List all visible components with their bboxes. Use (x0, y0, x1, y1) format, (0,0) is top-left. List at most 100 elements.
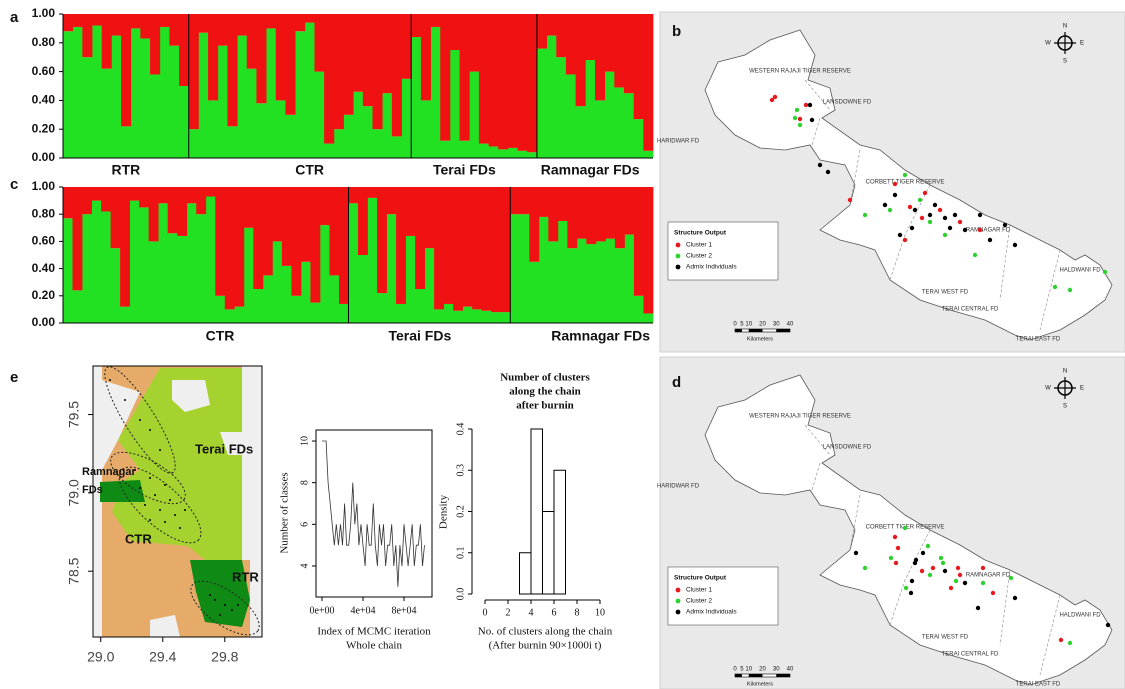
sample-point (798, 123, 802, 127)
bar-segment (547, 14, 557, 36)
sample-point (941, 561, 945, 565)
bar-segment (605, 14, 615, 72)
sample-point (888, 208, 892, 212)
legend-marker (676, 610, 681, 615)
bar-segment (472, 187, 482, 309)
bar-segment (577, 187, 587, 239)
x-tick-label: 0 (483, 607, 488, 618)
y-axis-label: Density (438, 494, 450, 529)
bar-segment (149, 187, 159, 241)
bar-segment (387, 187, 397, 214)
sample-point (898, 233, 902, 237)
bar-segment (614, 87, 624, 158)
sample-point (988, 238, 992, 242)
bar-segment (396, 304, 406, 323)
scale-segment (735, 674, 742, 677)
sample-point (954, 579, 958, 583)
bar-segment (556, 14, 566, 57)
bar-segment (256, 103, 266, 158)
sample-point (793, 116, 797, 120)
sample-point (928, 213, 932, 217)
sample-point (848, 198, 852, 202)
bar-segment (491, 312, 501, 323)
bar-segment (368, 198, 378, 323)
x-tick-label: 4e+04 (350, 605, 375, 616)
bar-segment (624, 14, 634, 93)
group-label: Ramnagar FDs (551, 328, 650, 344)
bar-segment (444, 187, 454, 304)
bar-segment (358, 255, 368, 323)
sample-point (883, 203, 887, 207)
scale-segment (776, 674, 790, 677)
compass-letter: N (1063, 24, 1067, 30)
bar-segment (453, 187, 463, 311)
bar-segment (363, 106, 373, 158)
region-label: FDs (82, 484, 103, 496)
bar-segment (440, 141, 450, 158)
bar-segment (120, 187, 130, 307)
sample-point (981, 581, 985, 585)
scale-unit: Kilometers (747, 336, 773, 342)
bar-segment (314, 72, 324, 158)
x-tick-label: 0e+00 (309, 605, 334, 616)
bar-segment (82, 57, 92, 158)
y-tick-label: 78.5 (66, 557, 82, 584)
sample-point (164, 521, 166, 523)
bar-segment (586, 244, 596, 323)
bar-segment (469, 72, 479, 158)
bar-segment (334, 14, 344, 129)
bar-segment (402, 14, 412, 79)
sample-point (224, 604, 226, 606)
bar-segment (111, 36, 121, 158)
bar-segment (510, 187, 520, 214)
sample-point (893, 182, 897, 186)
bar-segment (382, 93, 392, 158)
bar-segment (282, 266, 292, 323)
bar-segment (624, 93, 634, 158)
x-tick-label: 4 (529, 607, 534, 618)
map-label: TERAI WEST FD (922, 290, 969, 296)
region-label: Terai FDs (195, 441, 253, 456)
sample-point (943, 233, 947, 237)
bar-segment (244, 228, 254, 323)
sample-point (863, 213, 867, 217)
bar-segment (460, 14, 470, 141)
scale-segment (749, 674, 763, 677)
x-axis-label: No. of clusters along the chain (478, 626, 613, 638)
y-axis-label: Number of classes (279, 472, 291, 553)
bar-segment (82, 14, 92, 57)
map-label: HARIDWAR FD (657, 139, 700, 145)
bar-segment (392, 136, 402, 158)
y-tick-label: 79.5 (66, 401, 82, 428)
bar-segment (227, 14, 237, 126)
bar-segment (527, 152, 537, 158)
sample-point (1003, 223, 1007, 227)
legend-title: Structure Output (674, 230, 727, 237)
bar-segment (605, 72, 615, 158)
sample-point (214, 599, 216, 601)
bar-segment (463, 307, 473, 323)
y-tick-label: 0.60 (32, 64, 56, 78)
sample-point (144, 504, 146, 506)
y-tick-label: 0.00 (32, 150, 56, 164)
y-tick-label: 79.0 (66, 479, 82, 506)
bar-segment (295, 31, 305, 158)
bar-segment (301, 262, 311, 323)
sample-point (958, 573, 962, 577)
bar-segment (450, 14, 460, 50)
sample-point (920, 569, 924, 573)
bar-segment (198, 14, 208, 33)
bar-segment (130, 187, 140, 201)
sample-point (237, 604, 239, 606)
bar-segment (291, 187, 301, 296)
bar-segment (169, 46, 179, 158)
bar-segment (63, 14, 73, 31)
x-tick-label: 8 (575, 607, 580, 618)
bar-segment (189, 14, 199, 129)
bar-segment (139, 207, 149, 323)
bar-segment (643, 151, 653, 158)
bar-segment (373, 14, 383, 129)
bar-segment (518, 14, 528, 151)
y-tick-label: 1.00 (32, 6, 56, 20)
bar-segment (218, 46, 228, 158)
